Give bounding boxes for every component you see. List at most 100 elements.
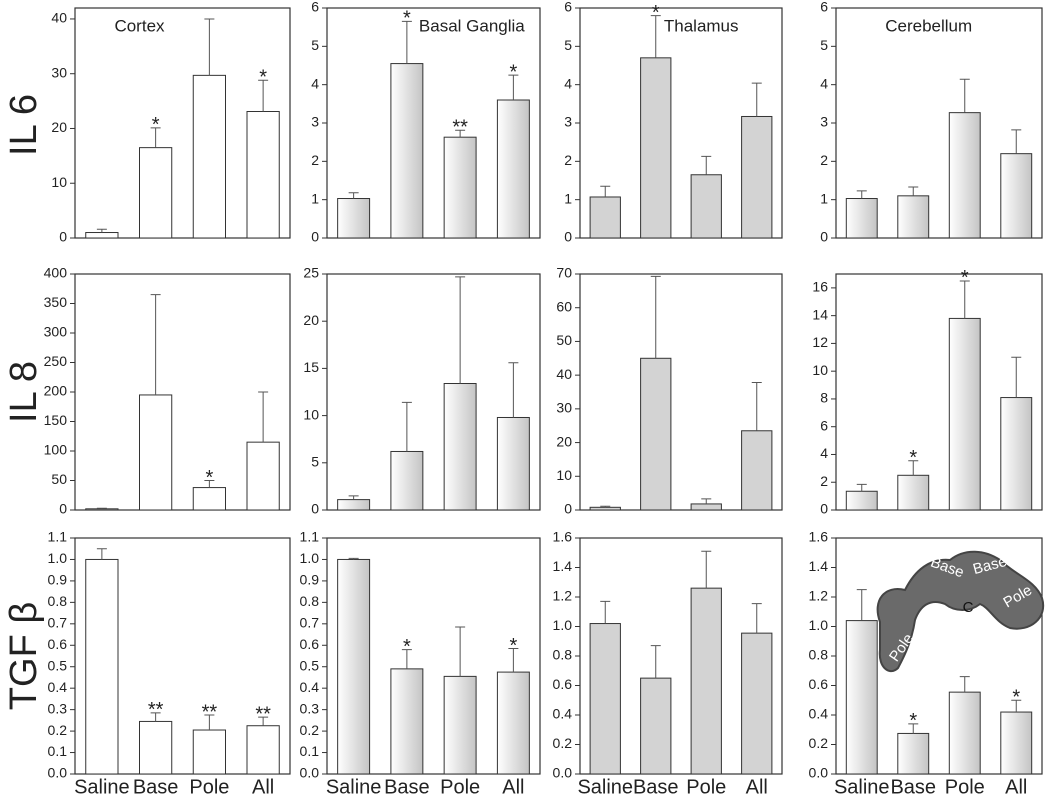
y-tick-label: 2 <box>564 152 572 168</box>
y-tick-label: 2 <box>820 152 828 168</box>
bar <box>1000 153 1033 239</box>
y-tick-label: 6 <box>311 0 319 15</box>
bar <box>690 587 722 775</box>
x-tick-label: Pole <box>440 776 480 798</box>
bar <box>337 499 371 511</box>
panel-title: Cerebellum <box>885 16 972 35</box>
y-tick-label: 1.4 <box>553 558 573 574</box>
bar <box>741 115 773 239</box>
error-bar <box>751 382 762 431</box>
bar <box>741 430 773 511</box>
y-tick-label: 16 <box>812 279 828 295</box>
panel-title: Thalamus <box>664 16 739 35</box>
x-tick-label: Pole <box>189 776 229 798</box>
significance-mark: ** <box>452 117 468 139</box>
y-tick-label: 100 <box>44 442 68 458</box>
error-bar <box>1011 129 1022 154</box>
bar <box>496 671 530 775</box>
bar <box>741 632 773 775</box>
bar <box>948 691 981 775</box>
y-tick-label: 15 <box>303 359 319 375</box>
bar <box>443 136 477 239</box>
plot-frame <box>74 7 291 239</box>
significance-mark: * <box>205 467 213 489</box>
y-tick-label: 4 <box>311 75 319 91</box>
bar <box>246 441 280 511</box>
error-bar <box>204 480 215 488</box>
error-bar <box>348 192 359 199</box>
significance-mark: * <box>909 447 917 469</box>
significance-mark: ** <box>148 699 164 721</box>
y-tick-label: 50 <box>556 332 572 348</box>
error-bar <box>959 78 970 113</box>
error-bar <box>348 495 359 500</box>
y-tick-label: 30 <box>51 64 67 80</box>
y-tick-label: 40 <box>556 366 572 382</box>
y-tick-label: 14 <box>812 306 828 322</box>
bar <box>246 111 280 239</box>
y-tick-label: 1 <box>564 190 572 206</box>
error-bar <box>751 603 762 634</box>
plot-frame <box>74 537 291 775</box>
x-tick-label: Pole <box>945 776 985 798</box>
y-tick-label: 0.9 <box>48 572 68 588</box>
y-tick-label: 1.1 <box>300 529 320 545</box>
y-tick-label: 0.0 <box>809 765 829 781</box>
bar <box>1000 711 1033 775</box>
y-tick-label: 60 <box>556 298 572 314</box>
x-tick-label: Base <box>384 776 430 798</box>
y-tick-label: 3 <box>820 114 828 130</box>
error-bar <box>600 600 611 624</box>
y-tick-label: 0.6 <box>300 636 320 652</box>
significance-mark: ** <box>202 701 218 723</box>
error-bar <box>856 589 867 621</box>
y-tick-label: 5 <box>820 37 828 53</box>
y-tick-label: 2 <box>311 152 319 168</box>
bar <box>589 196 621 239</box>
y-tick-label: 0.9 <box>300 572 320 588</box>
y-tick-label: 0.0 <box>300 765 320 781</box>
y-tick-label: 400 <box>44 265 68 281</box>
y-tick-label: 1.0 <box>553 617 573 633</box>
plot-frame <box>326 273 541 511</box>
row-label: IL 8 <box>3 361 45 423</box>
error-bar <box>204 714 215 731</box>
y-tick-label: 0.1 <box>300 743 320 759</box>
bar <box>897 195 930 239</box>
y-tick-label: 0.2 <box>48 722 68 738</box>
y-tick-label: 6 <box>820 417 828 433</box>
bar <box>85 508 119 511</box>
y-tick-label: 1.0 <box>809 617 829 633</box>
bar <box>139 720 173 775</box>
bar <box>390 450 424 511</box>
bar <box>390 63 424 239</box>
error-bar <box>508 647 519 673</box>
error-bar <box>908 723 919 734</box>
x-tick-label: Saline <box>834 776 890 798</box>
x-tick-label: Base <box>133 776 179 798</box>
y-tick-label: 250 <box>44 353 68 369</box>
bar <box>690 503 722 511</box>
significance-mark: * <box>403 8 411 30</box>
y-tick-label: 3 <box>311 114 319 130</box>
y-tick-label: 0.6 <box>553 676 573 692</box>
x-tick-label: Saline <box>326 776 382 798</box>
row-label: TGF β <box>3 602 45 710</box>
y-tick-label: 4 <box>820 445 828 461</box>
error-bar <box>856 483 867 492</box>
y-tick-label: 1.0 <box>300 550 320 566</box>
error-bar <box>650 15 661 58</box>
y-tick-label: 1 <box>820 190 828 206</box>
y-tick-label: 10 <box>812 362 828 378</box>
brain-inset: Pole Base Base C Pole <box>876 550 1045 673</box>
y-tick-label: 12 <box>812 334 828 350</box>
error-bar <box>204 18 215 76</box>
error-bar <box>150 712 161 722</box>
bar <box>948 112 981 239</box>
y-tick-label: 0 <box>59 501 67 517</box>
bar <box>192 487 226 511</box>
error-bar <box>96 228 107 233</box>
error-bar <box>600 185 611 197</box>
plot-frame <box>326 537 541 775</box>
